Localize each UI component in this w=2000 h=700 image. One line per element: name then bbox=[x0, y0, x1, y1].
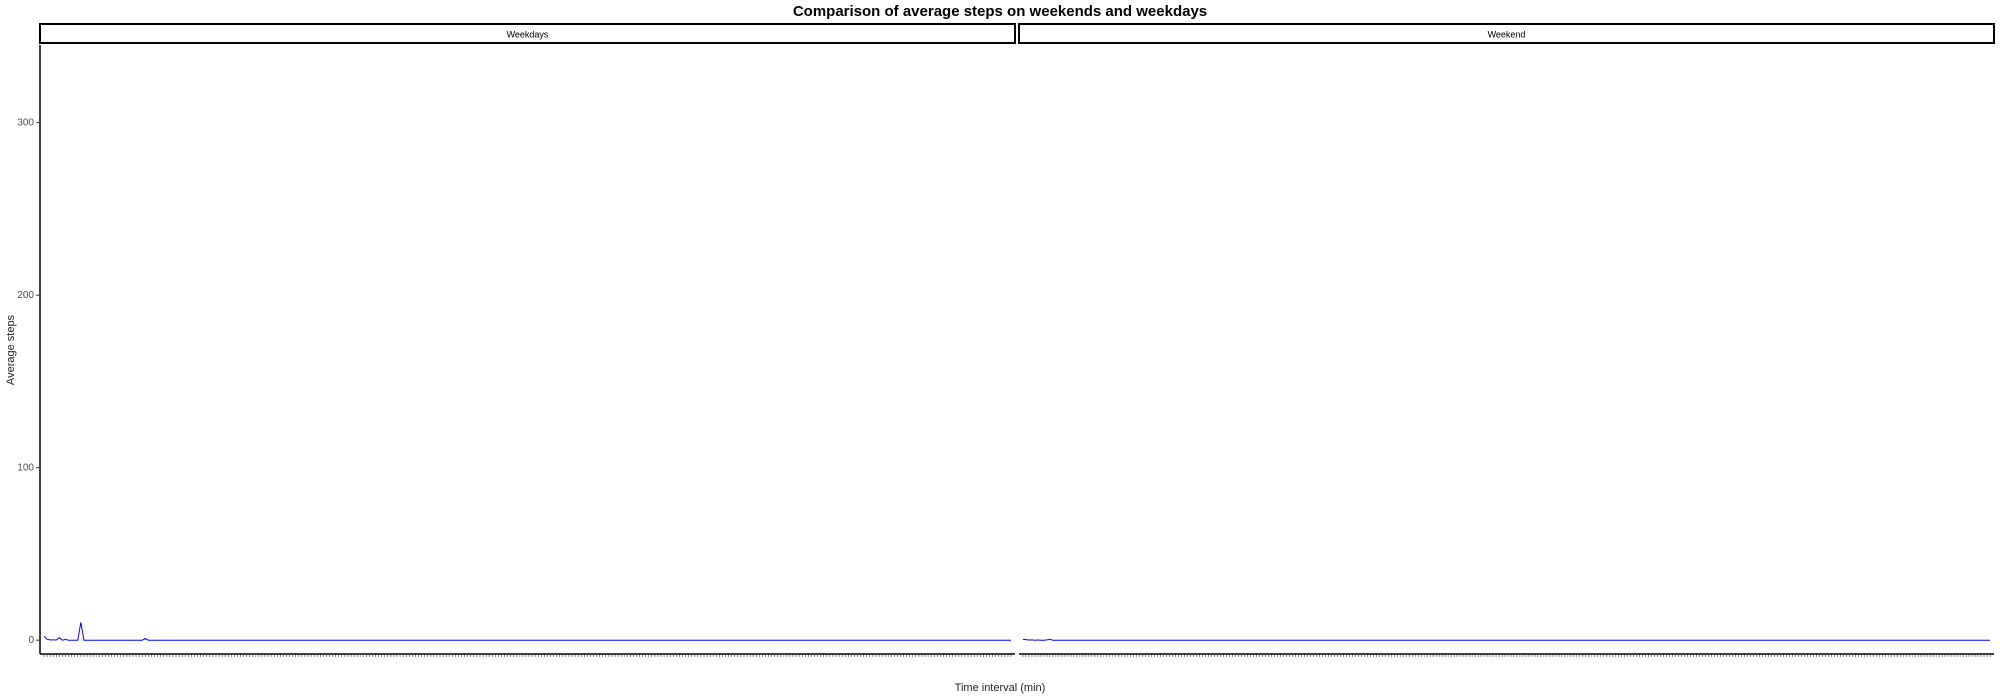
x-axis-label: Time interval (min) bbox=[954, 682, 1046, 694]
y-tick-label: 0 bbox=[28, 635, 34, 646]
strip-label-weekdays: Weekdays bbox=[507, 30, 549, 40]
y-axis-label: Average steps bbox=[5, 314, 17, 386]
series-line-weekdays bbox=[43, 622, 1011, 641]
panel-weekend: Weekend bbox=[1018, 23, 1995, 657]
strip-label-weekend: Weekend bbox=[1488, 30, 1526, 40]
chart-title: Comparison of average steps on weekends … bbox=[792, 3, 1208, 20]
y-tick-label: 100 bbox=[17, 462, 34, 473]
x-ticks-weekdays bbox=[43, 654, 1012, 657]
y-ticks: 0 100 200 300 bbox=[17, 117, 40, 646]
strip-weekend bbox=[1018, 23, 1995, 44]
panel-weekdays: Weekdays bbox=[39, 23, 1016, 657]
y-tick: 200 bbox=[17, 290, 40, 301]
y-tick-label: 300 bbox=[17, 117, 34, 128]
y-tick: 0 bbox=[28, 635, 40, 646]
x-ticks-weekend bbox=[1022, 654, 1991, 657]
series-line-weekend bbox=[1022, 638, 1990, 641]
y-tick: 300 bbox=[17, 117, 40, 128]
y-tick-label: 200 bbox=[17, 290, 34, 301]
y-tick: 100 bbox=[17, 462, 40, 473]
strip-weekdays bbox=[39, 23, 1016, 44]
